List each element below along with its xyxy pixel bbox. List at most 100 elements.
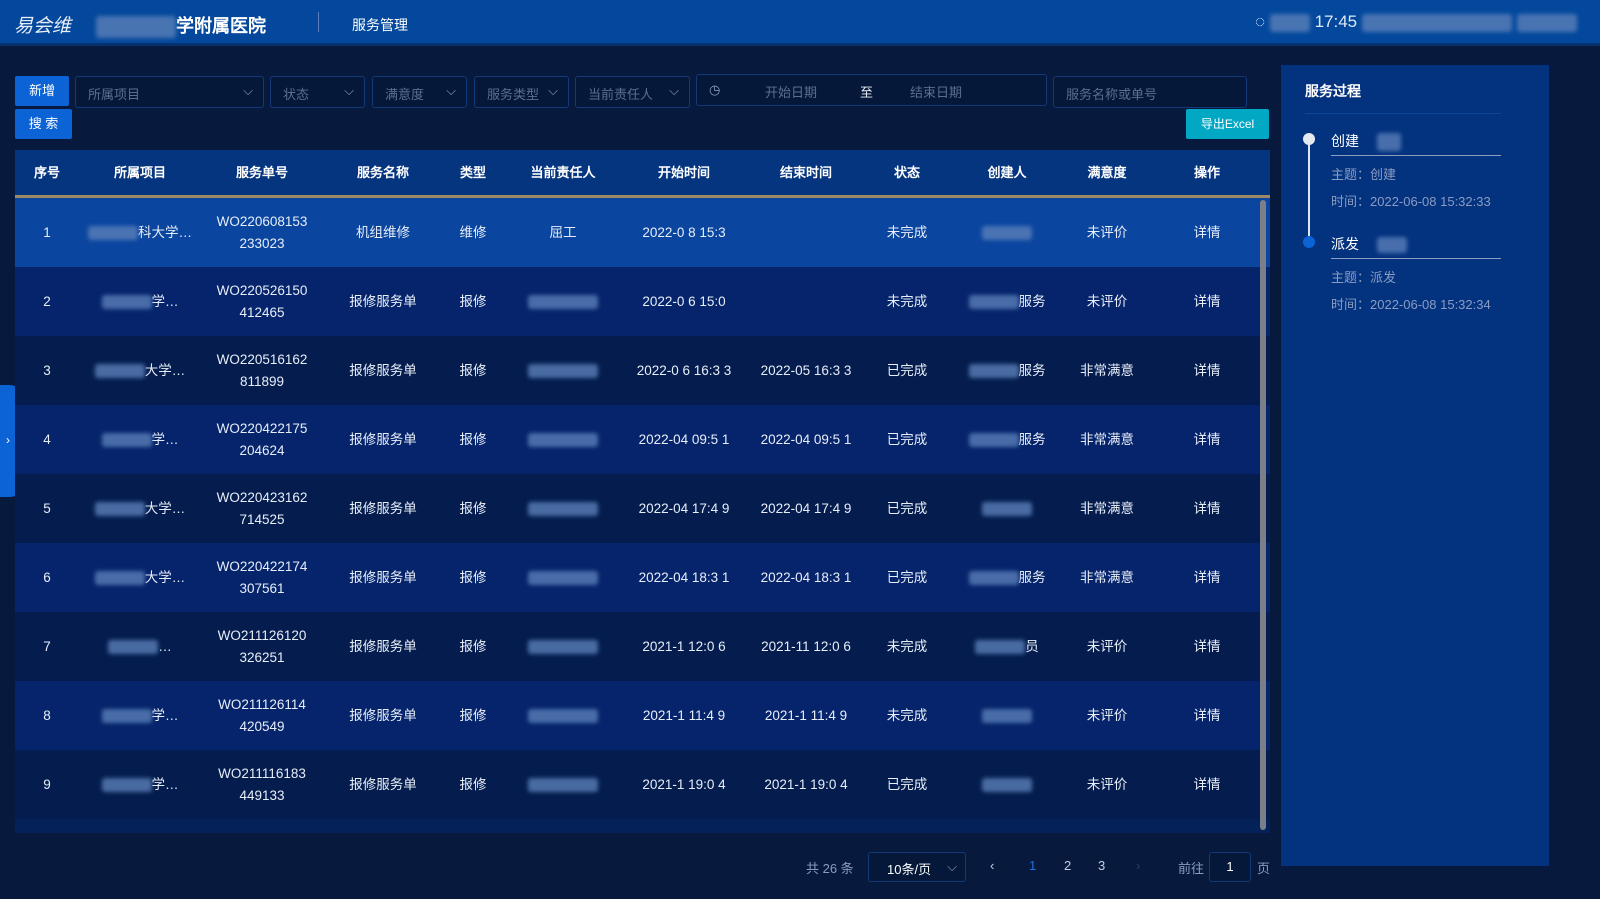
cell-text: 详情 [1193,362,1221,378]
keyword-input[interactable]: 服务名称或单号 [1053,76,1247,108]
end-date-input[interactable]: 结束日期 [910,85,963,100]
cell-op[interactable]: 详情 [1147,543,1267,612]
cell-op[interactable]: 详情 [1147,336,1267,405]
cell-no: 3 [15,336,79,405]
column-header: 所属项目 [113,164,166,180]
cell-no: 4 [15,405,79,474]
next-page-button[interactable]: › [1136,858,1141,873]
cell-creator: 服务 [947,267,1067,336]
table-row[interactable]: 7 … WO211126120326251 报修服务单 报修 2021-1 12:0 6 2… [15,612,1270,681]
redacted-block [528,363,598,378]
export-excel-button[interactable]: 导出Excel [1186,109,1269,139]
cell-project: 大学… [79,336,201,405]
cell-text: 2021-1 19:0 4 [642,776,726,792]
scrollbar[interactable] [1260,200,1266,830]
cell-id: WO211116183449133 [201,750,323,819]
search-button[interactable]: 搜 索 [15,109,72,139]
satisfaction-select[interactable]: 满意度 ⌵ [372,76,467,108]
cell-op[interactable]: 详情 [1147,198,1267,267]
cell-id: WO220526150412465 [201,267,323,336]
cell-id: WO211126114420549 [201,681,323,750]
page-3[interactable]: 3 [1098,858,1106,873]
add-button[interactable]: 新增 [15,76,69,106]
cell-text: 2022-0 6 16:3 3 [636,362,732,378]
start-date-input[interactable]: 开始日期 [765,85,818,100]
table-row[interactable]: 5 大学… WO220423162714525 报修服务单 报修 2022-04 17:4… [15,474,1270,543]
cell-text: 非常满意 [1080,431,1134,447]
cell-owner: 屈工 [503,198,623,267]
cell-text: WO220422175204624 [216,420,308,458]
status-select[interactable]: 状态 ⌵ [270,76,365,108]
cell-text: 详情 [1193,569,1221,585]
cell-name: 报修服务单 [323,405,443,474]
page-size-select[interactable]: 10条/页 ⌵ [868,852,966,882]
goto-page-input[interactable]: 1 [1209,852,1251,882]
date-range-picker[interactable]: ◷ 开始日期 至 结束日期 [696,74,1047,106]
cell-end: 2021-11 12:0 6 [745,612,867,681]
cell-op[interactable]: 详情 [1147,612,1267,681]
cell-text: 服务 [1018,569,1046,585]
cell-type: 报修 [443,267,503,336]
table-row[interactable]: 6 大学… WO220422174307561 报修服务单 报修 2022-04 18:3… [15,543,1270,612]
cell-owner [503,750,623,819]
table-row[interactable]: 2 学… WO220526150412465 报修服务单 报修 2022-0 6 15:0… [15,267,1270,336]
table-row[interactable]: 4 学… WO220422175204624 报修服务单 报修 2022-04 09:5 … [15,405,1270,474]
cell-text: 大学… [144,362,186,378]
module-title[interactable]: 服务管理 [352,17,408,33]
service-process-panel: 服务过程 创建 主题：创建 时间：2022-06-08 15:32:33 派发 … [1281,65,1549,866]
redacted-block [94,570,145,585]
cell-text: 2022-04 09:5 1 [638,431,730,447]
cell-text: 2022-0 8 15:3 [642,224,726,240]
cell-op[interactable]: 详情 [1147,681,1267,750]
table-row[interactable]: 9 学… WO211116183449133 报修服务单 报修 2021-1 19:0 4… [15,750,1270,819]
cell-text: 7 [43,638,51,654]
chevron-down-icon: ⌵ [669,83,679,98]
cell-text: 2021-1 12:0 6 [642,638,726,654]
cell-op[interactable]: 详情 [1147,405,1267,474]
redacted-block [982,777,1032,792]
cell-type: 报修 [443,474,503,543]
cell-text: 学… [151,431,179,447]
cell-text: 已完成 [886,776,928,792]
cell-status: 已完成 [867,336,947,405]
table-row[interactable]: 3 大学… WO220516162811899 报修服务单 报修 2022-0 6 16:… [15,336,1270,405]
cell-no: 6 [15,543,79,612]
cell-text: 2022-04 17:4 9 [760,500,852,516]
cell-text: 报修服务单 [349,362,417,378]
prev-page-button[interactable]: ‹ [990,858,995,873]
cell-sat: 非常满意 [1067,474,1147,543]
cell-op[interactable]: 详情 [1147,267,1267,336]
cell-end [745,198,867,267]
page-2[interactable]: 2 [1064,858,1072,873]
cell-text: 服务 [1018,431,1046,447]
cell-text: 报修服务单 [349,293,417,309]
redacted-block [528,501,598,516]
cell-type: 报修 [443,681,503,750]
cell-text: 报修服务单 [349,431,417,447]
column-header: 类型 [459,164,486,180]
cell-name: 报修服务单 [323,336,443,405]
cell-text: 报修 [459,638,487,654]
cell-op[interactable]: 详情 [1147,750,1267,819]
cell-name: 报修服务单 [323,750,443,819]
divider [1305,113,1501,114]
cell-text: 3 [43,362,51,378]
chevron-down-icon: ⌵ [243,83,253,98]
redacted-block [968,294,1019,309]
cell-text: 报修 [459,776,487,792]
timeline-event: 创建 主题：创建 时间：2022-06-08 15:32:33 [1331,131,1501,210]
cell-owner [503,405,623,474]
message-icon[interactable]: ◌ [1255,12,1266,31]
cell-text: WO211126120326251 [217,627,307,665]
service-type-select[interactable]: 服务类型 ⌵ [474,76,569,108]
cell-id: WO220516162811899 [201,336,323,405]
cell-type: 报修 [443,750,503,819]
table-row[interactable]: 8 学… WO211126114420549 报修服务单 报修 2021-1 11:4 9… [15,681,1270,750]
cell-id: WO220423162714525 [201,474,323,543]
table-row[interactable]: 1 科大学… WO220608153233023 机组维修 维修 屈工 2022-0 8 1… [15,198,1270,267]
cell-op[interactable]: 详情 [1147,474,1267,543]
owner-select[interactable]: 当前责任人 ⌵ [575,76,690,108]
project-select[interactable]: 所属项目 ⌵ [75,76,264,108]
cell-text: 详情 [1193,500,1221,516]
page-1[interactable]: 1 [1029,858,1037,873]
